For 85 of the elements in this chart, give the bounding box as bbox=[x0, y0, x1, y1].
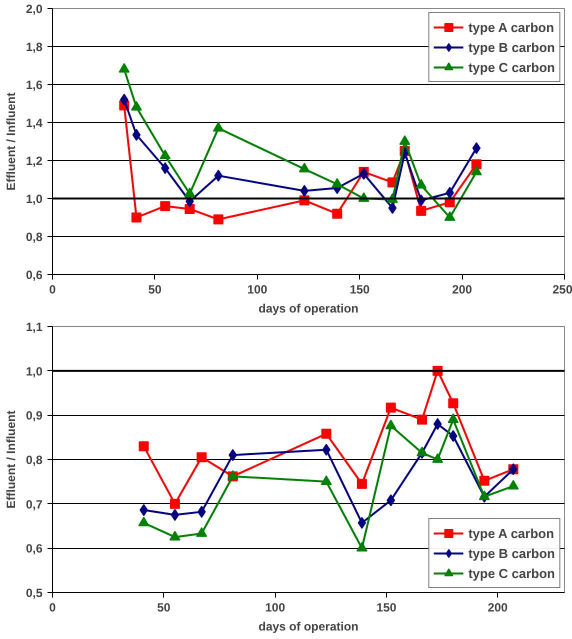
y-tick-label: 0,8 bbox=[26, 453, 43, 467]
point bbox=[212, 122, 224, 132]
point bbox=[416, 446, 428, 456]
point bbox=[130, 101, 142, 111]
point bbox=[470, 166, 482, 176]
point bbox=[196, 527, 208, 537]
point bbox=[399, 135, 410, 145]
point bbox=[448, 413, 459, 423]
y-tick-label: 0,8 bbox=[26, 230, 43, 244]
point bbox=[184, 204, 195, 214]
point bbox=[386, 402, 396, 413]
point bbox=[356, 542, 368, 552]
point bbox=[214, 170, 223, 182]
point bbox=[118, 63, 130, 73]
point bbox=[358, 516, 366, 529]
y-tick-label: 1,2 bbox=[26, 154, 43, 168]
x-tick-label: 200 bbox=[452, 282, 472, 296]
point bbox=[170, 508, 180, 521]
point bbox=[132, 128, 141, 141]
point bbox=[332, 208, 342, 219]
point bbox=[196, 452, 207, 462]
legend-label: type B carbon bbox=[468, 40, 555, 54]
x-tick-label: 150 bbox=[350, 282, 370, 296]
point bbox=[184, 187, 196, 198]
legend-label: type C carbon bbox=[468, 566, 555, 580]
x-tick-label: 0 bbox=[49, 600, 56, 614]
point bbox=[321, 428, 332, 439]
legend-label: type A carbon bbox=[468, 20, 554, 34]
point bbox=[356, 478, 367, 489]
point bbox=[416, 178, 427, 189]
point bbox=[386, 494, 396, 506]
y-tick-label: 1,6 bbox=[26, 78, 43, 92]
x-tick-label: 50 bbox=[148, 282, 162, 296]
point bbox=[300, 184, 309, 197]
y-tick-label: 0,6 bbox=[26, 268, 43, 282]
legend-label: type A carbon bbox=[468, 526, 554, 540]
x-tick-label: 150 bbox=[376, 600, 397, 614]
x-tick-label: 250 bbox=[552, 282, 572, 296]
y-tick-label: 1,0 bbox=[26, 364, 43, 378]
point bbox=[479, 476, 490, 486]
point bbox=[160, 149, 171, 160]
y-tick-label: 0,6 bbox=[26, 542, 43, 556]
point bbox=[213, 214, 224, 224]
y-tick-label: 1,4 bbox=[26, 116, 43, 130]
y-tick-label: 0,5 bbox=[26, 586, 43, 600]
point bbox=[197, 506, 206, 518]
x-axis-title: days of operation bbox=[258, 620, 359, 634]
point bbox=[138, 516, 150, 526]
point bbox=[298, 162, 310, 172]
x-axis-title: days of operation bbox=[258, 302, 359, 316]
point bbox=[417, 414, 428, 425]
point bbox=[433, 418, 442, 430]
point bbox=[170, 498, 180, 509]
point bbox=[472, 142, 481, 154]
x-tick-label: 100 bbox=[265, 600, 286, 614]
point bbox=[471, 159, 482, 170]
point bbox=[332, 178, 343, 188]
legend-label: type B carbon bbox=[468, 546, 555, 560]
point bbox=[385, 420, 396, 430]
point bbox=[416, 206, 426, 216]
y-tick-label: 1,8 bbox=[26, 40, 43, 54]
y-tick-label: 1,1 bbox=[26, 320, 43, 334]
y-tick-label: 0,9 bbox=[26, 408, 43, 423]
point bbox=[388, 202, 397, 214]
point bbox=[320, 475, 332, 486]
point bbox=[448, 398, 458, 408]
point bbox=[131, 212, 142, 222]
x-tick-label: 200 bbox=[488, 600, 508, 614]
y-axis-title: Effluent / Influent bbox=[4, 410, 18, 508]
point bbox=[169, 530, 180, 540]
point bbox=[478, 490, 490, 500]
y-axis-title: Effluent / Influent bbox=[4, 92, 18, 190]
x-tick-label: 100 bbox=[247, 282, 268, 296]
point bbox=[138, 441, 149, 452]
point bbox=[432, 453, 444, 463]
x-tick-label: 0 bbox=[49, 282, 56, 296]
point bbox=[444, 211, 456, 221]
legend-label: type C carbon bbox=[468, 60, 555, 74]
point bbox=[160, 201, 170, 212]
point bbox=[160, 162, 170, 174]
y-tick-label: 2,0 bbox=[26, 2, 43, 16]
y-tick-label: 0,7 bbox=[26, 497, 43, 512]
point bbox=[508, 480, 519, 490]
y-tick-label: 1,0 bbox=[26, 192, 43, 206]
x-tick-label: 50 bbox=[157, 600, 171, 614]
